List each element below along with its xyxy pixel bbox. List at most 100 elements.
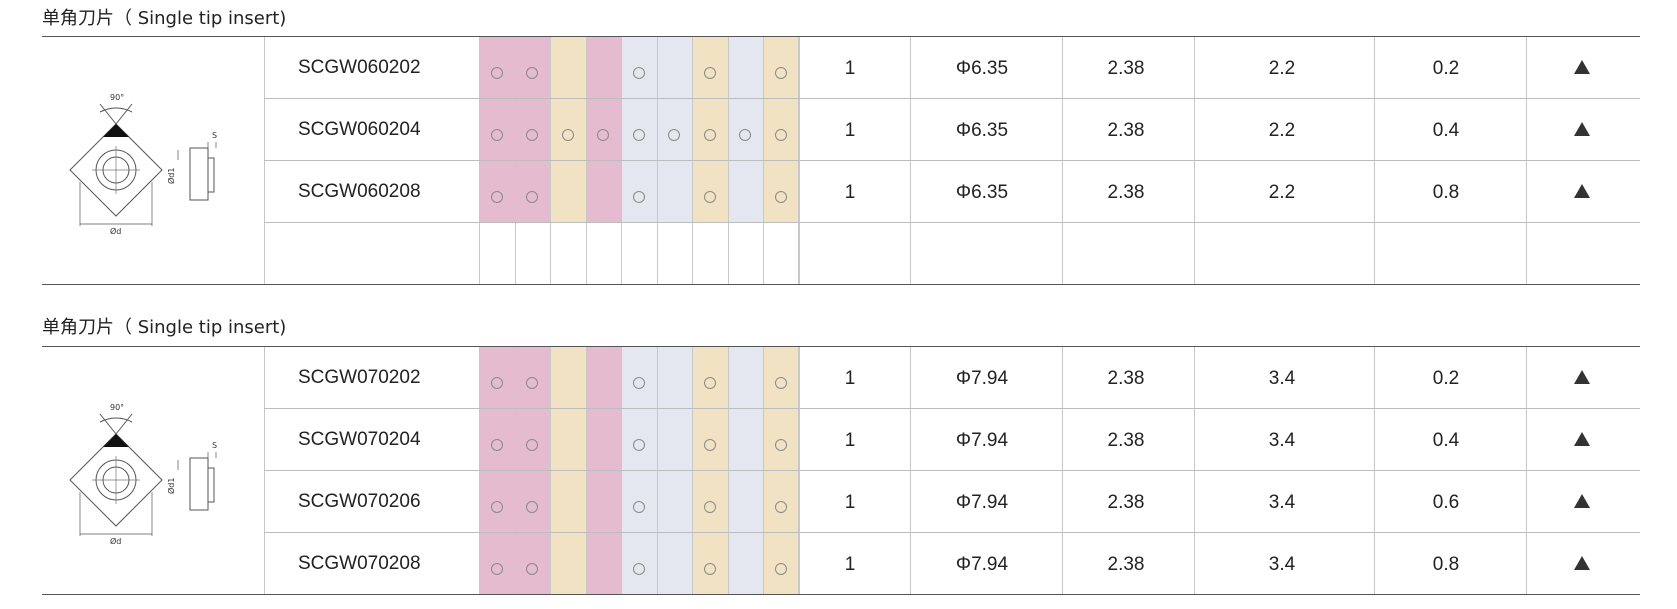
insert-table: 90° Ød S Ød1 SCGW060202 1 Φ6.35 2.38 2.2 0.2 S… [42, 36, 1640, 285]
triangle-stock-icon [1574, 494, 1590, 508]
circle-mark-icon [774, 191, 787, 203]
circle-mark-icon [774, 67, 787, 79]
circle-mark-icon [703, 439, 716, 451]
circle-mark-icon [597, 129, 610, 141]
insert-code: SCGW070206 [298, 491, 421, 512]
cell-qty: 1 [844, 368, 856, 389]
cell-r: 0.4 [1432, 430, 1460, 451]
circle-mark-icon [526, 563, 539, 575]
circle-mark-icon [632, 439, 645, 451]
cell-d1: 3.4 [1268, 554, 1296, 575]
insert-diagram: 90° Ød S Ød1 [66, 84, 246, 236]
cell-s: 2.38 [1107, 430, 1145, 451]
cell-qty: 1 [844, 182, 856, 203]
insert-diagram-icon: 90° Ød S Ød1 [69, 403, 217, 546]
circle-mark-icon [632, 563, 645, 575]
cell-s: 2.38 [1107, 120, 1145, 141]
angle-label: 90° [110, 403, 124, 412]
circle-mark-icon [632, 377, 645, 389]
d-label: Ød [110, 536, 121, 544]
cell-d: Φ6.35 [955, 58, 1009, 79]
cell-d: Φ7.94 [955, 430, 1009, 451]
table-bottom-border [42, 284, 1640, 285]
circle-mark-icon [703, 191, 716, 203]
circle-mark-icon [490, 191, 503, 203]
circle-mark-icon [703, 67, 716, 79]
row-divider [264, 532, 1640, 533]
row-divider [264, 222, 1640, 223]
cell-qty: 1 [844, 120, 856, 141]
triangle-stock-icon [1574, 122, 1590, 136]
cell-r: 0.8 [1432, 182, 1460, 203]
cell-s: 2.38 [1107, 492, 1145, 513]
circle-mark-icon [526, 501, 539, 513]
insert-diagram: 90° Ød S Ød1 [66, 394, 246, 546]
circle-mark-icon [526, 377, 539, 389]
circle-mark-icon [703, 129, 716, 141]
insert-diagram-icon: 90° Ød S Ød1 [69, 93, 217, 236]
cell-qty: 1 [844, 430, 856, 451]
circle-mark-icon [490, 563, 503, 575]
cell-d: Φ7.94 [955, 554, 1009, 575]
circle-mark-icon [490, 377, 503, 389]
table-top-border [42, 346, 1640, 347]
circle-mark-icon [774, 501, 787, 513]
s-label: S [212, 441, 217, 450]
triangle-stock-icon [1574, 184, 1590, 198]
circle-mark-icon [632, 129, 645, 141]
cell-d1: 3.4 [1268, 430, 1296, 451]
circle-mark-icon [632, 67, 645, 79]
circle-mark-icon [561, 129, 574, 141]
cell-s: 2.38 [1107, 368, 1145, 389]
cell-qty: 1 [844, 58, 856, 79]
cell-d: Φ7.94 [955, 368, 1009, 389]
cell-d1: 2.2 [1268, 120, 1296, 141]
cell-d1: 3.4 [1268, 368, 1296, 389]
circle-mark-icon [490, 129, 503, 141]
cell-d: Φ7.94 [955, 492, 1009, 513]
insert-code: SCGW070204 [298, 429, 421, 450]
cell-r: 0.4 [1432, 120, 1460, 141]
cell-r: 0.2 [1432, 58, 1460, 79]
d1-label: Ød1 [166, 168, 176, 184]
cell-d1: 2.2 [1268, 182, 1296, 203]
row-divider [264, 160, 1640, 161]
circle-mark-icon [526, 439, 539, 451]
insert-code: SCGW060202 [298, 57, 421, 78]
triangle-stock-icon [1574, 556, 1590, 570]
cell-s: 2.38 [1107, 58, 1145, 79]
cell-d1: 2.2 [1268, 58, 1296, 79]
row-divider [264, 408, 1640, 409]
cell-r: 0.8 [1432, 554, 1460, 575]
circle-mark-icon [774, 439, 787, 451]
circle-mark-icon [490, 439, 503, 451]
triangle-stock-icon [1574, 60, 1590, 74]
circle-mark-icon [739, 129, 752, 141]
row-divider [264, 470, 1640, 471]
cell-d1: 3.4 [1268, 492, 1296, 513]
cell-qty: 1 [844, 492, 856, 513]
circle-mark-icon [774, 563, 787, 575]
insert-code: SCGW060208 [298, 181, 421, 202]
circle-mark-icon [668, 129, 681, 141]
d1-label: Ød1 [166, 478, 176, 494]
triangle-stock-icon [1574, 432, 1590, 446]
section-title: 单角刀片（ Single tip insert) [42, 8, 287, 29]
cell-s: 2.38 [1107, 182, 1145, 203]
insert-code: SCGW070208 [298, 553, 421, 574]
circle-mark-icon [490, 67, 503, 79]
cell-qty: 1 [844, 554, 856, 575]
cell-r: 0.6 [1432, 492, 1460, 513]
d-label: Ød [110, 226, 121, 234]
triangle-stock-icon [1574, 370, 1590, 384]
cell-s: 2.38 [1107, 554, 1145, 575]
table-top-border [42, 36, 1640, 37]
circle-mark-icon [526, 129, 539, 141]
circle-mark-icon [774, 129, 787, 141]
section-title: 单角刀片（ Single tip insert) [42, 317, 287, 338]
circle-mark-icon [632, 501, 645, 513]
cell-r: 0.2 [1432, 368, 1460, 389]
circle-mark-icon [490, 501, 503, 513]
table-bottom-border [42, 594, 1640, 595]
circle-mark-icon [526, 191, 539, 203]
